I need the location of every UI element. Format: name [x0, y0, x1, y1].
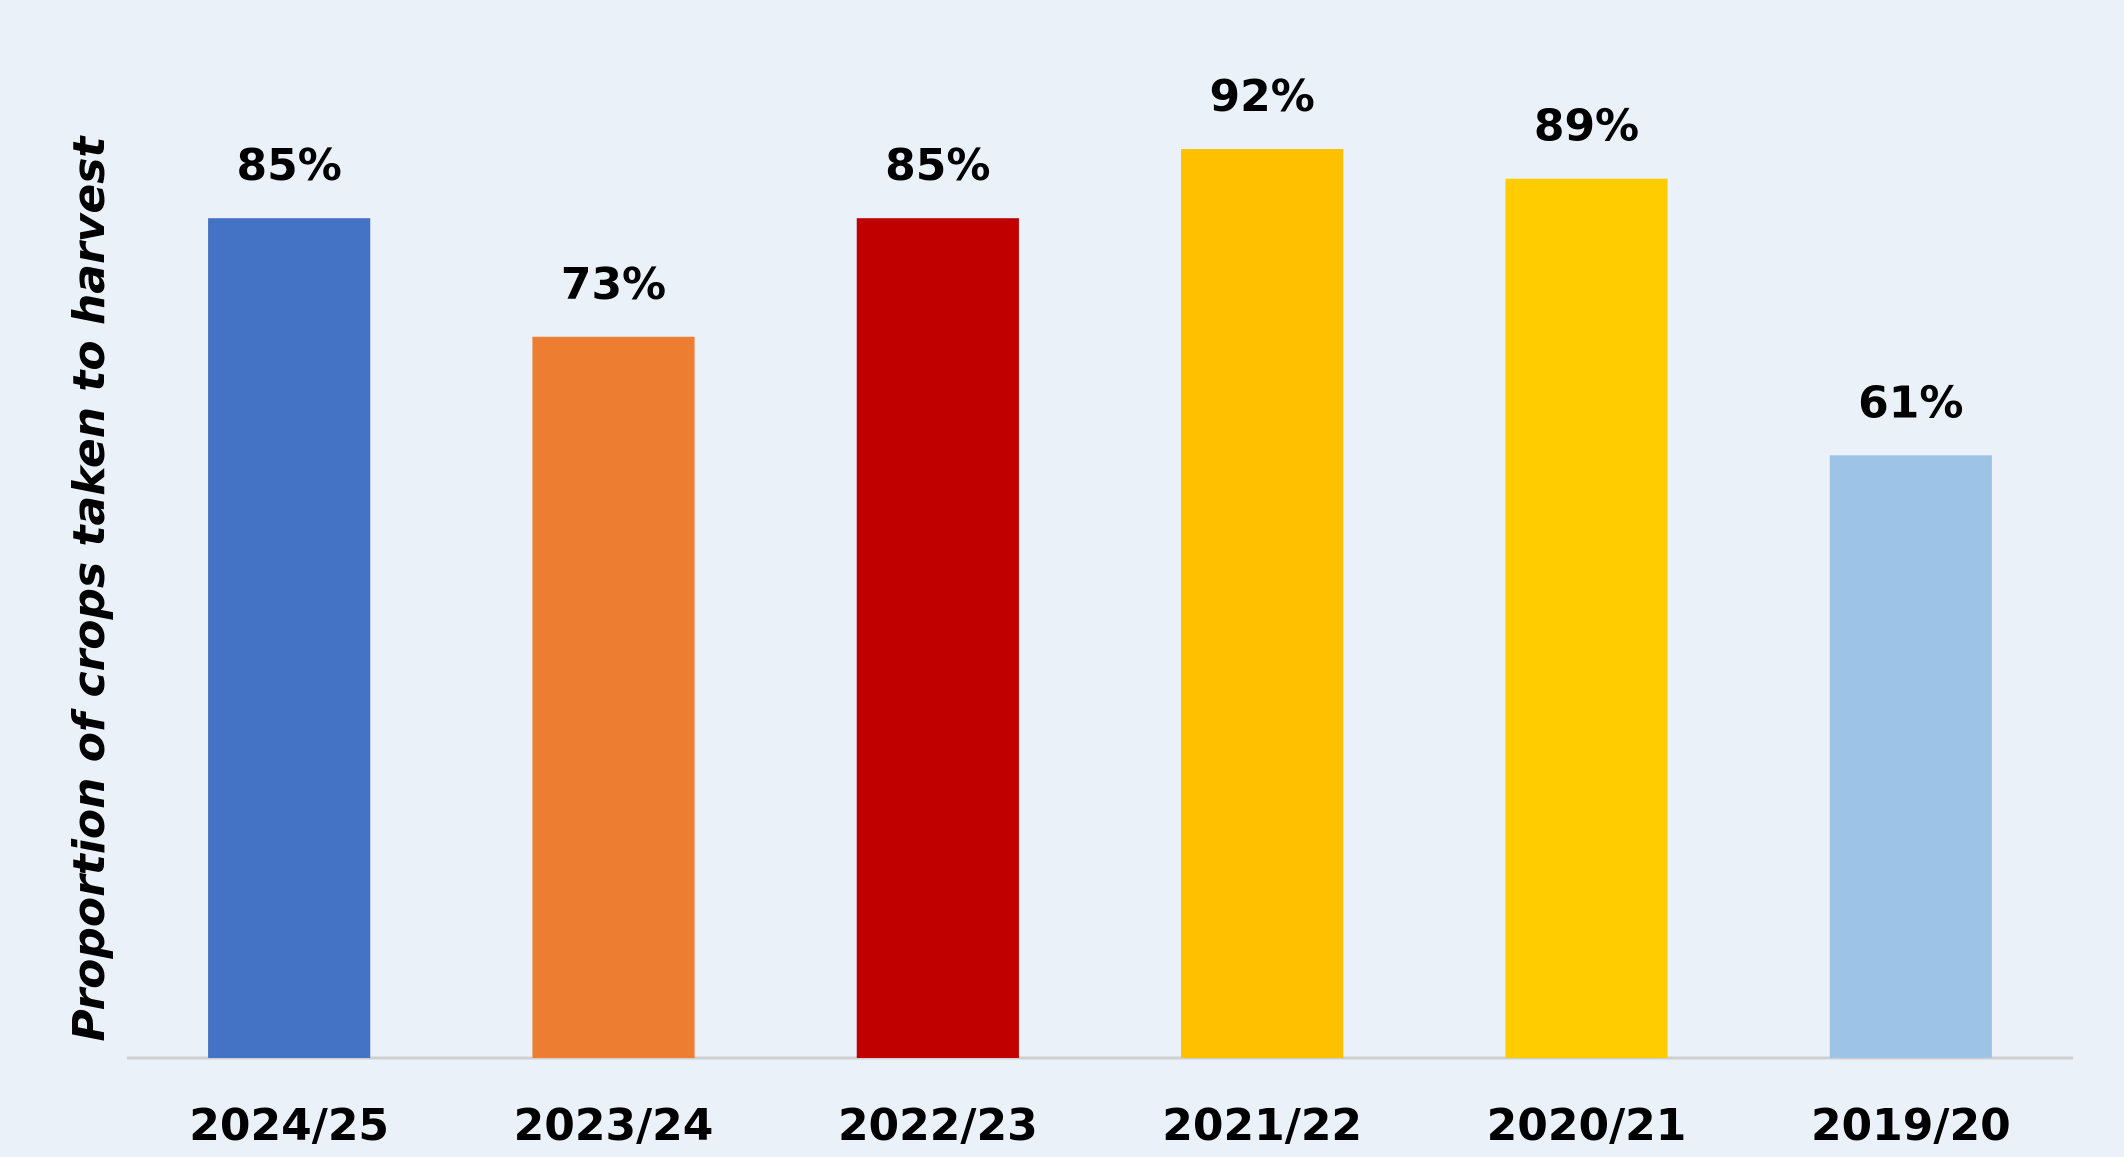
- value-label: 85%: [885, 140, 990, 191]
- bar: [1181, 149, 1344, 1059]
- bar: [856, 218, 1019, 1058]
- bar: [1505, 178, 1668, 1058]
- x-tick-label: 2023/24: [514, 1100, 714, 1151]
- x-tick-label: 2019/20: [1811, 1100, 2011, 1151]
- x-tick-label: 2022/23: [838, 1100, 1038, 1151]
- bar: [208, 218, 371, 1058]
- value-label: 85%: [237, 140, 342, 191]
- bar: [1829, 455, 1992, 1058]
- x-tick-label: 2021/22: [1162, 1100, 1362, 1151]
- value-label: 89%: [1534, 101, 1639, 152]
- x-tick-label: 2020/21: [1487, 1100, 1687, 1151]
- x-tick-label: 2024/25: [189, 1100, 389, 1151]
- y-axis-label: Proportion of crops taken to harvest: [64, 135, 115, 1042]
- value-label: 61%: [1858, 377, 1963, 428]
- value-label: 92%: [1210, 71, 1315, 122]
- bar: [532, 336, 695, 1058]
- value-label: 73%: [561, 259, 666, 310]
